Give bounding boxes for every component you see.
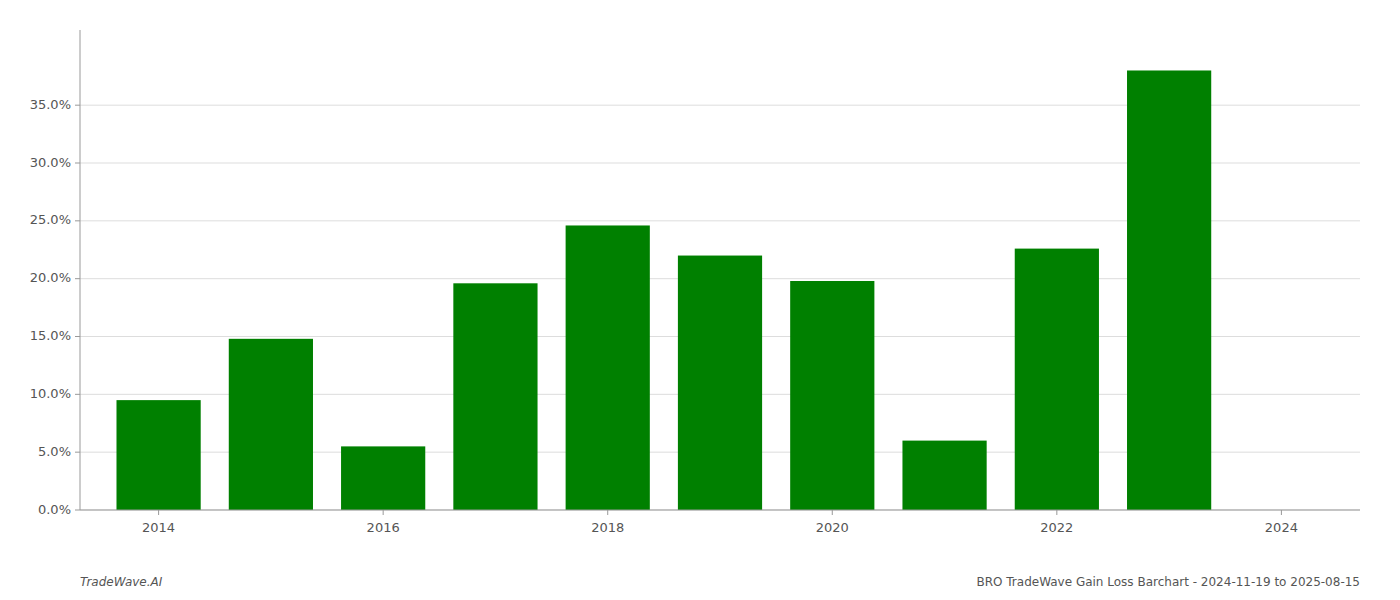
y-tick-label: 30.0% xyxy=(30,155,71,170)
x-tick xyxy=(607,510,608,515)
bar xyxy=(341,446,425,510)
bar xyxy=(1015,249,1099,510)
y-tick xyxy=(75,336,80,337)
x-tick xyxy=(158,510,159,515)
x-tick xyxy=(832,510,833,515)
x-tick xyxy=(1281,510,1282,515)
chart-container: 0.0% 5.0% 10.0% 15.0% 20.0% 25.0% 30.0% 35.0% 20… xyxy=(0,0,1400,600)
grid-line xyxy=(80,510,1360,511)
footer-text: TradeWave.AI xyxy=(80,575,163,589)
y-tick xyxy=(75,510,80,511)
x-tick-label: 2014 xyxy=(142,520,175,535)
bar xyxy=(790,281,874,510)
bar xyxy=(453,283,537,510)
y-tick xyxy=(75,220,80,221)
y-tick-label: 20.0% xyxy=(30,270,71,285)
x-tick-label: 2020 xyxy=(816,520,849,535)
x-tick-label: 2016 xyxy=(367,520,400,535)
y-tick-label: 35.0% xyxy=(30,97,71,112)
bar xyxy=(678,256,762,510)
bar xyxy=(116,400,200,510)
y-tick xyxy=(75,105,80,106)
y-axis-line xyxy=(80,30,81,510)
bars xyxy=(116,70,1211,510)
x-axis-line xyxy=(80,510,1360,511)
x-tick xyxy=(1056,510,1057,515)
y-tick xyxy=(75,163,80,164)
bar xyxy=(229,339,313,510)
chart-svg: 0.0% 5.0% 10.0% 15.0% 20.0% 25.0% 30.0% 35.0% 20… xyxy=(0,0,1400,600)
y-tick xyxy=(75,278,80,279)
bar xyxy=(566,225,650,510)
footer-text: BRO TradeWave Gain Loss Barchart - 2024-… xyxy=(976,575,1360,589)
x-tick-label: 2022 xyxy=(1040,520,1073,535)
x-tick xyxy=(383,510,384,515)
y-tick-label: 10.0% xyxy=(30,386,71,401)
y-tick xyxy=(75,394,80,395)
x-axis-ticks: 2014 2016 2018 2020 2022 2024 xyxy=(142,510,1298,535)
y-tick xyxy=(75,452,80,453)
y-tick-label: 15.0% xyxy=(30,328,71,343)
x-tick-label: 2018 xyxy=(591,520,624,535)
bar xyxy=(1127,70,1211,510)
bar xyxy=(902,441,986,510)
y-tick-label: 5.0% xyxy=(38,444,71,459)
footer: TradeWave.AI BRO TradeWave Gain Loss Barc… xyxy=(80,575,1360,589)
y-tick-label: 25.0% xyxy=(30,212,71,227)
y-axis-ticks: 0.0% 5.0% 10.0% 15.0% 20.0% 25.0% 30.0% 35.0% xyxy=(30,97,80,517)
y-tick-label: 0.0% xyxy=(38,502,71,517)
x-tick-label: 2024 xyxy=(1265,520,1298,535)
